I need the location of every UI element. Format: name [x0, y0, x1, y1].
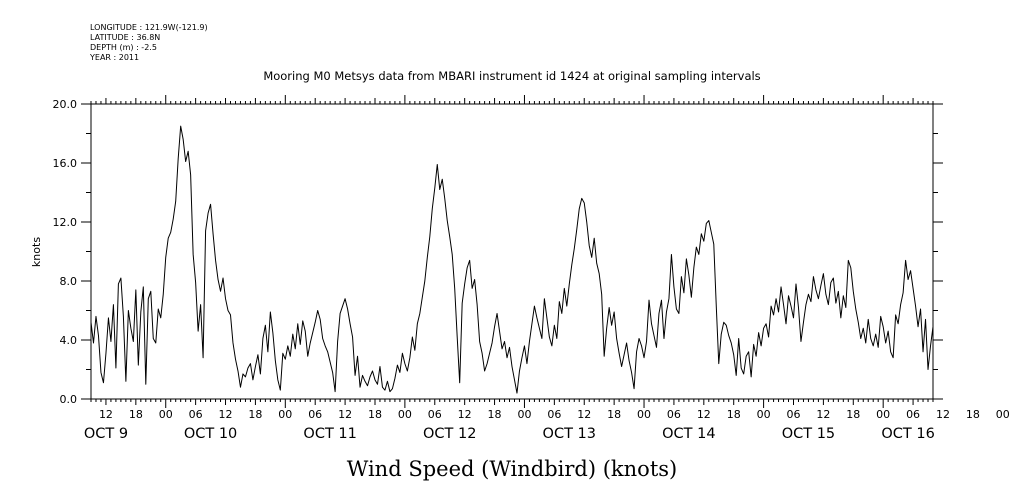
y-tick-label: 12.0: [53, 216, 78, 229]
day-label: OCT 10: [184, 426, 237, 442]
x-tick-label: 12: [816, 408, 830, 421]
y-tick-label: 0.0: [60, 393, 78, 406]
plot-frame: [90, 103, 934, 400]
y-tick-label: 8.0: [60, 275, 78, 288]
x-tick-label: 18: [129, 408, 143, 421]
x-tick-label: 06: [547, 408, 561, 421]
x-tick-label: 12: [338, 408, 352, 421]
x-axis-title: Wind Speed (Windbird) (knots): [347, 457, 677, 481]
x-tick-label: 06: [308, 408, 322, 421]
x-tick-label: 18: [846, 408, 860, 421]
x-tick-label: 06: [667, 408, 681, 421]
y-tick-label: 20.0: [53, 98, 78, 111]
series-line: [90, 125, 934, 394]
x-tick-label: 00: [398, 408, 412, 421]
meta-line: DEPTH (m) : -2.5: [90, 43, 157, 52]
x-tick-label: 18: [607, 408, 621, 421]
x-tick-label: 00: [757, 408, 771, 421]
x-tick-label: 18: [966, 408, 980, 421]
x-tick-label: 00: [876, 408, 890, 421]
y-tick-label: 16.0: [53, 157, 78, 170]
x-tick-label: 12: [697, 408, 711, 421]
x-tick-label: 18: [488, 408, 502, 421]
y-tick-labels: 0.0 4.0 8.0 12.0 16.0 20.0: [53, 98, 78, 406]
x-tick-label: 06: [189, 408, 203, 421]
x-tick-label: 06: [428, 408, 442, 421]
x-tick-label: 06: [786, 408, 800, 421]
day-label: OCT 16: [881, 426, 934, 442]
day-label: OCT 13: [543, 426, 596, 442]
day-label: OCT 14: [662, 426, 715, 442]
chart-title: Mooring M0 Metsys data from MBARI instru…: [263, 69, 760, 83]
x-tick-labels: 12 18 00 06 12 18 00 06 12 18 00 06 12 18 00 06 12 18 00 06…: [99, 408, 1009, 421]
x-tick-label: 12: [99, 408, 113, 421]
day-label: OCT 15: [782, 426, 835, 442]
day-label: OCT 11: [303, 426, 356, 442]
x-tick-label: 18: [248, 408, 262, 421]
series-layer: [90, 125, 934, 394]
y-tick-label: 4.0: [60, 334, 78, 347]
x-tick-label: 18: [727, 408, 741, 421]
day-label: OCT 12: [423, 426, 476, 442]
x-tick-label: 12: [219, 408, 233, 421]
x-tick-label: 18: [368, 408, 382, 421]
meta-line: LATITUDE : 36.8N: [90, 33, 160, 42]
x-tick-label: 12: [458, 408, 472, 421]
meta-line: YEAR : 2011: [89, 53, 139, 62]
x-tick-label: 00: [996, 408, 1009, 421]
x-tick-label: 06: [906, 408, 920, 421]
x-tick-label: 00: [637, 408, 651, 421]
metadata-block: LONGITUDE : 121.9W(-121.9) LATITUDE : 36…: [89, 23, 208, 62]
day-label: OCT 9: [84, 426, 128, 442]
day-labels: OCT 9 OCT 10 OCT 11 OCT 12 OCT 13 OCT 14 OCT 1…: [84, 426, 935, 442]
axis-ticks: [81, 95, 943, 408]
x-tick-label: 00: [517, 408, 531, 421]
x-tick-label: 00: [278, 408, 292, 421]
x-tick-label: 00: [159, 408, 173, 421]
y-axis-label: knots: [30, 237, 43, 267]
meta-line: LONGITUDE : 121.9W(-121.9): [90, 23, 208, 32]
x-tick-label: 12: [577, 408, 591, 421]
x-tick-label: 12: [936, 408, 950, 421]
